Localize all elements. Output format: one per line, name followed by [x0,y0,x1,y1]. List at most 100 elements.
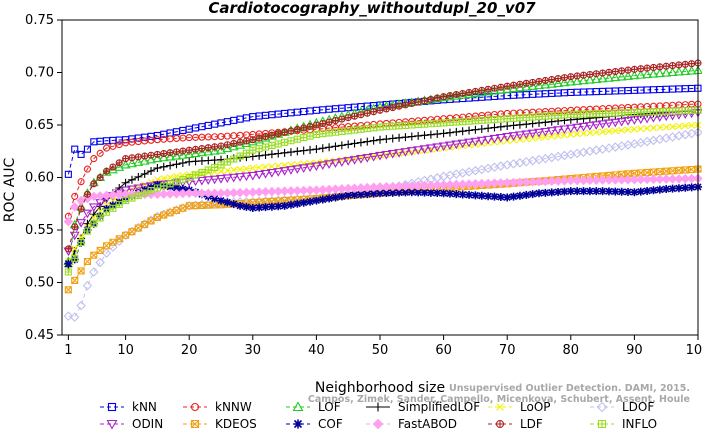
data-point [610,72,621,82]
data-point [662,123,670,131]
data-point [580,130,587,137]
data-point [373,402,383,412]
x-tick-label: 30 [245,343,262,358]
data-point [605,127,613,135]
data-point [566,187,575,196]
data-point [661,67,672,77]
data-point [534,80,544,90]
data-point [209,188,220,199]
data-point [604,119,614,129]
data-point [363,190,372,199]
data-point [370,124,378,132]
data-point [503,193,512,202]
data-point [573,130,581,138]
watermark-line-2: Campos, Zimek, Sander, Campello, Micenko… [308,394,690,405]
data-point [172,184,181,192]
data-point [77,178,85,186]
data-point [127,175,136,184]
legend-item-kdeos: KDEOS [183,417,257,431]
data-point [471,191,480,200]
data-point [211,168,219,176]
data-point [387,150,398,159]
data-point [669,62,677,70]
data-point [355,155,366,164]
data-point [521,81,532,91]
data-point [439,129,448,138]
data-point [688,60,696,68]
data-point [255,134,263,142]
data-point [306,122,314,130]
data-point [203,188,214,199]
data-point [489,134,500,144]
data-point [516,114,524,122]
data-point [77,205,85,213]
data-point [273,186,284,197]
data-point [177,150,188,159]
data-point [420,188,429,197]
data-point [674,184,683,193]
data-point [376,189,384,198]
data-point [540,79,551,89]
data-point [591,175,602,186]
data-point [535,189,543,198]
data-point [71,276,79,284]
data-point [241,172,252,182]
legend-label: SimplifiedLOF [398,400,480,414]
legend-item-simplifiedlof: SimplifiedLOF [366,400,480,414]
data-point [534,128,544,138]
data-point [82,280,93,291]
data-point [249,146,257,154]
series-line [67,69,699,262]
data-point [306,197,315,206]
data-point [281,138,289,146]
data-point [210,194,219,203]
data-point [343,157,354,166]
data-point [408,148,416,156]
data-point [490,123,499,132]
legend-item-lof: LOF [286,400,341,414]
data-point [217,142,225,150]
data-point [165,189,175,199]
data-point [667,67,678,77]
data-point [464,138,474,148]
data-point [478,86,486,94]
series-knn [64,84,702,178]
data-point [656,124,664,131]
data-point [395,188,404,197]
data-point [254,134,265,144]
data-point [325,129,333,137]
data-point [243,165,250,173]
data-point [90,155,98,163]
data-point [579,71,588,79]
data-point [299,198,308,207]
data-point [465,88,473,96]
data-point [109,163,117,171]
data-point [109,142,117,150]
data-point [260,132,271,142]
data-point [76,300,86,311]
legend-label: LOF [318,400,341,414]
data-point [623,117,633,126]
data-point [490,84,499,92]
data-point [190,419,200,429]
data-point [115,141,123,149]
data-point [591,74,602,83]
data-point [631,125,638,133]
data-point [457,139,468,149]
data-point [261,143,270,151]
y-tick-label: 0.60 [25,171,54,186]
data-point [452,190,461,199]
data-point [680,66,691,75]
data-point [592,70,600,78]
data-point [185,173,193,182]
data-point [88,203,99,213]
data-point [681,60,689,68]
data-point [292,401,304,412]
data-point [565,76,576,86]
data-point [166,161,175,170]
data-point [179,176,187,184]
data-point [457,179,468,189]
data-point [559,125,570,135]
data-point [624,66,632,74]
data-point [495,419,505,429]
